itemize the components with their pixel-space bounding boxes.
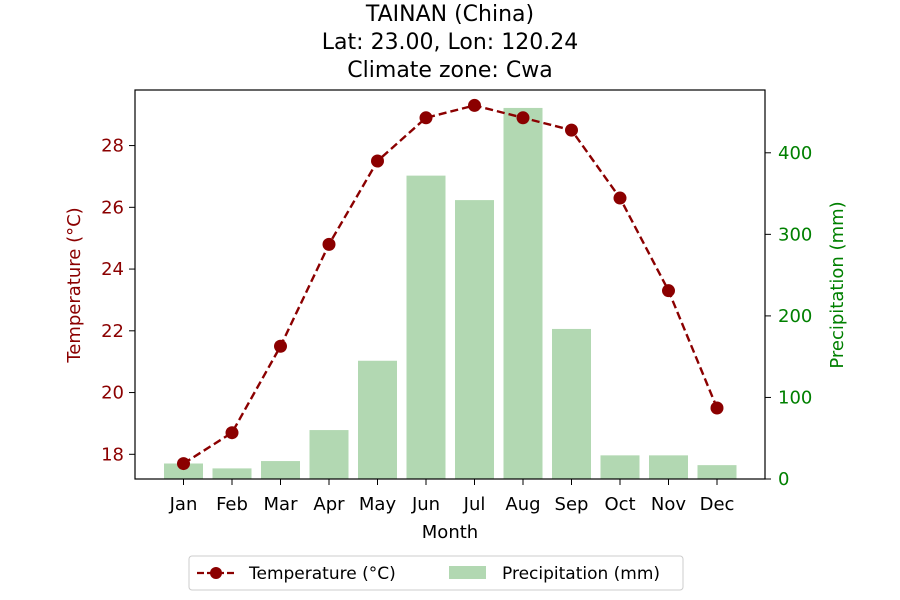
temperature-tick-label-28: 28 bbox=[101, 136, 124, 157]
precipitation-bar-feb bbox=[212, 468, 252, 479]
precipitation-bar-oct bbox=[600, 455, 640, 479]
precipitation-tick-label-300: 300 bbox=[778, 224, 812, 245]
month-tick-label-jun: Jun bbox=[411, 494, 440, 515]
precipitation-bar-dec bbox=[697, 465, 737, 479]
precipitation-bars bbox=[164, 107, 737, 480]
temperature-tick-label-20: 20 bbox=[101, 383, 124, 404]
title-line-1: TAINAN (China) bbox=[365, 2, 534, 27]
temperature-axis: 18 20 22 24 26 28 bbox=[101, 136, 135, 465]
month-tick-label-oct: Oct bbox=[604, 494, 635, 515]
month-axis: Jan Feb Mar Apr May Jun Jul Aug Sep Oct Nov Dec bbox=[169, 479, 735, 515]
month-tick-label-nov: Nov bbox=[651, 494, 686, 515]
temperature-point-dec bbox=[710, 401, 724, 415]
temperature-point-feb bbox=[225, 426, 239, 440]
month-tick-label-aug: Aug bbox=[505, 494, 540, 515]
precipitation-tick-label-400: 400 bbox=[778, 143, 812, 164]
month-tick-label-mar: Mar bbox=[264, 494, 299, 515]
temperature-tick-label-24: 24 bbox=[101, 259, 124, 280]
precipitation-axis: 0 100 200 300 400 bbox=[765, 143, 812, 490]
legend-box bbox=[188, 555, 684, 591]
precipitation-tick-label-0: 0 bbox=[778, 469, 789, 490]
legend-precipitation-swatch bbox=[449, 566, 486, 579]
temperature-line bbox=[177, 98, 724, 471]
precipitation-bar-jun bbox=[406, 175, 446, 479]
month-tick-label-jul: Jul bbox=[463, 494, 486, 515]
month-tick-label-dec: Dec bbox=[700, 494, 735, 515]
precipitation-bar-may bbox=[358, 360, 397, 479]
title-line-2: Lat: 23.00, Lon: 120.24 bbox=[322, 30, 578, 55]
month-tick-label-may: May bbox=[359, 494, 397, 515]
temperature-point-apr bbox=[322, 237, 336, 251]
precipitation-bar-jul bbox=[455, 200, 494, 479]
temperature-point-sep bbox=[565, 123, 578, 137]
temperature-point-aug bbox=[516, 111, 530, 125]
month-tick-label-sep: Sep bbox=[555, 494, 589, 515]
plot-frame bbox=[134, 89, 766, 480]
x-axis-label: Month bbox=[422, 522, 478, 543]
legend: Temperature (°C) Precipitation (mm) bbox=[188, 555, 684, 591]
right-axis-label: Precipitation (mm) bbox=[827, 201, 848, 368]
temperature-series-line bbox=[182, 104, 719, 465]
temperature-point-may bbox=[371, 154, 384, 168]
temperature-point-mar bbox=[274, 339, 287, 353]
chart-title: TAINAN (China) Lat: 23.00, Lon: 120.24 C… bbox=[322, 2, 578, 83]
precipitation-bar-jan bbox=[164, 463, 203, 479]
legend-precipitation-label: Precipitation (mm) bbox=[502, 564, 660, 584]
temperature-point-jan bbox=[177, 457, 190, 471]
temperature-tick-label-26: 26 bbox=[101, 197, 124, 218]
precipitation-bar-nov bbox=[649, 455, 688, 479]
title-line-3: Climate zone: Cwa bbox=[347, 58, 552, 83]
precipitation-tick-label-100: 100 bbox=[778, 387, 812, 408]
temperature-point-jun bbox=[419, 111, 433, 125]
temperature-point-oct bbox=[613, 191, 627, 205]
legend-temperature-label: Temperature (°C) bbox=[248, 564, 396, 584]
precipitation-bar-mar bbox=[261, 461, 300, 479]
month-tick-label-feb: Feb bbox=[216, 494, 248, 515]
temperature-point-nov bbox=[662, 284, 675, 298]
precipitation-bar-aug bbox=[503, 107, 543, 480]
temperature-tick-label-18: 18 bbox=[101, 444, 124, 465]
legend-temperature-swatch-marker bbox=[210, 567, 222, 579]
month-tick-label-jan: Jan bbox=[169, 494, 198, 515]
precipitation-bar-apr bbox=[309, 430, 349, 479]
temperature-tick-label-22: 22 bbox=[101, 321, 124, 342]
left-axis-label: Temperature (°C) bbox=[64, 207, 85, 363]
precipitation-bar-sep bbox=[552, 328, 591, 479]
temperature-point-jul bbox=[468, 98, 481, 112]
month-tick-label-apr: Apr bbox=[313, 494, 345, 515]
precipitation-tick-label-200: 200 bbox=[778, 306, 812, 327]
